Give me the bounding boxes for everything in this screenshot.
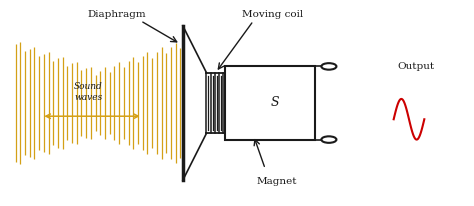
Text: Magnet: Magnet: [257, 177, 297, 186]
Circle shape: [321, 63, 337, 70]
Text: Output: Output: [398, 62, 435, 71]
Text: S: S: [270, 96, 279, 110]
Text: Moving coil: Moving coil: [242, 10, 303, 19]
Text: Sound
waves: Sound waves: [74, 82, 103, 102]
Text: Diaphragm: Diaphragm: [88, 10, 146, 19]
Bar: [225, 66, 315, 140]
Circle shape: [321, 136, 337, 143]
